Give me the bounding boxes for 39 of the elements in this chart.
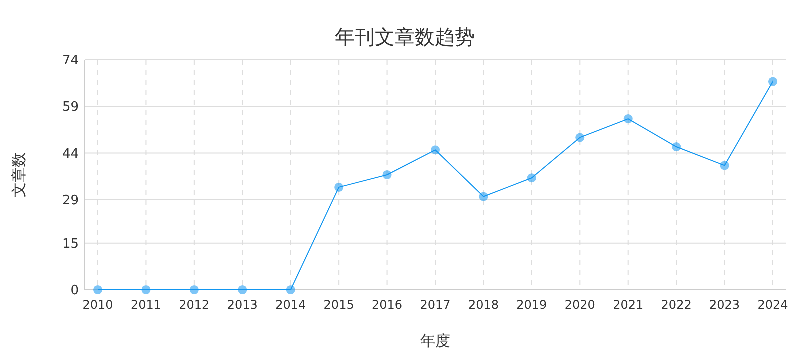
x-tick-label: 2014 bbox=[276, 298, 306, 312]
x-tick-label: 2019 bbox=[516, 298, 548, 312]
x-tick-label: 2020 bbox=[564, 298, 596, 312]
point bbox=[479, 192, 488, 202]
x-tick-label: 2018 bbox=[468, 298, 499, 312]
y-axis-title: 文章数 bbox=[10, 152, 28, 198]
y-tick-label: 0 bbox=[70, 284, 79, 299]
x-axis-title: 年度 bbox=[420, 332, 450, 350]
x-tick-label: 2024 bbox=[758, 298, 788, 312]
y-tick-label: 29 bbox=[62, 193, 79, 208]
point bbox=[93, 285, 103, 295]
point bbox=[190, 285, 199, 295]
y-tick-label: 74 bbox=[62, 54, 79, 69]
point bbox=[382, 170, 392, 180]
x-tick-label: 2012 bbox=[179, 298, 210, 312]
x-tick-label: 2016 bbox=[372, 298, 403, 312]
point bbox=[334, 182, 344, 192]
x-tick-label: 2022 bbox=[661, 298, 692, 312]
point bbox=[624, 114, 633, 124]
point bbox=[768, 77, 778, 86]
point bbox=[286, 285, 296, 295]
x-tick-label: 2017 bbox=[420, 298, 451, 312]
point bbox=[527, 174, 536, 183]
y-tick-label: 44 bbox=[62, 146, 79, 162]
x-tick-label: 2011 bbox=[130, 298, 162, 312]
x-tick-label: 2013 bbox=[227, 298, 258, 312]
point bbox=[142, 285, 151, 295]
chart-title: 年刊文章数趋势 bbox=[335, 25, 475, 49]
x-tick-label: 2023 bbox=[710, 298, 740, 312]
point bbox=[238, 285, 248, 295]
point bbox=[430, 146, 440, 155]
x-tick-label: 2015 bbox=[324, 298, 354, 312]
x-tick-label: 2010 bbox=[82, 298, 114, 312]
point bbox=[672, 142, 682, 152]
y-tick-label: 59 bbox=[62, 100, 79, 116]
x-tick-label: 2021 bbox=[613, 298, 644, 312]
point bbox=[720, 161, 730, 170]
point bbox=[576, 133, 585, 142]
y-tick-label: 15 bbox=[62, 236, 79, 252]
